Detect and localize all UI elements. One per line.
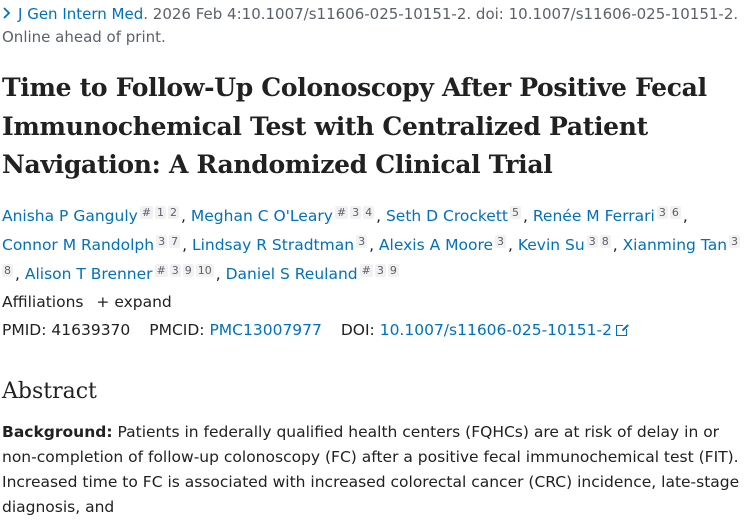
author-link[interactable]: Xianming Tan bbox=[622, 236, 728, 254]
author-link[interactable]: Connor M Randolph bbox=[2, 236, 155, 254]
affiliation-ref[interactable]: 5 bbox=[510, 206, 521, 219]
author-separator: , bbox=[369, 236, 379, 254]
affiliation-ref[interactable]: 3 bbox=[656, 206, 668, 219]
affiliation-ref[interactable]: 3 bbox=[156, 235, 168, 248]
identifiers: PMID: 41639370 PMCID: PMC13007977 DOI: 1… bbox=[2, 319, 629, 341]
affiliations-label: Affiliations bbox=[2, 293, 84, 311]
doi-label: DOI: bbox=[340, 321, 375, 339]
affiliation-ref[interactable]: 4 bbox=[363, 206, 375, 219]
author-affiliation-refs[interactable]: #1 2 bbox=[139, 206, 181, 219]
affiliation-ref[interactable]: 2 bbox=[168, 206, 180, 219]
affiliation-ref[interactable]: 9 bbox=[182, 264, 194, 277]
author-separator: , bbox=[523, 207, 533, 225]
affiliations: Affiliations + expand bbox=[2, 291, 172, 313]
affiliation-ref[interactable]: # bbox=[154, 264, 168, 277]
journal-link[interactable]: J Gen Intern Med bbox=[18, 5, 144, 23]
background-text: Patients in federally qualified health c… bbox=[2, 423, 740, 516]
author-affiliation-refs[interactable]: #3 9 10 bbox=[154, 264, 216, 277]
abstract-body: Background: Patients in federally qualif… bbox=[2, 420, 744, 520]
author-link[interactable]: Alexis A Moore bbox=[378, 236, 494, 254]
author-affiliation-refs[interactable]: 3 bbox=[356, 235, 369, 248]
author-separator: , bbox=[508, 236, 518, 254]
affiliation-ref[interactable]: 3 bbox=[169, 264, 181, 277]
affiliation-ref[interactable]: 3 bbox=[495, 235, 507, 248]
affiliation-ref[interactable]: # bbox=[139, 206, 154, 219]
author-separator: , bbox=[181, 207, 191, 225]
chevron-right-icon[interactable] bbox=[2, 3, 13, 26]
expand-affiliations-button[interactable]: + expand bbox=[96, 293, 172, 311]
pmcid-label: PMCID: bbox=[149, 321, 205, 339]
author-link[interactable]: Anisha P Ganguly bbox=[2, 207, 138, 225]
background-label: Background: bbox=[2, 423, 113, 441]
doi-link[interactable]: 10.1007/s11606-025-10151-2 bbox=[379, 321, 612, 339]
article-page: J Gen Intern Med. 2026 Feb 4:10.1007/s11… bbox=[0, 0, 750, 500]
abstract-heading: Abstract bbox=[2, 379, 97, 404]
author-affiliation-refs[interactable]: 5 bbox=[510, 206, 523, 219]
author-separator: , bbox=[215, 265, 226, 283]
citation-details: 2026 Feb 4:10.1007/s11606-025-10151-2. d… bbox=[152, 5, 739, 23]
citation: J Gen Intern Med. 2026 Feb 4:10.1007/s11… bbox=[2, 3, 739, 46]
pmid-value: 41639370 bbox=[51, 321, 131, 339]
affiliation-ref[interactable]: 3 bbox=[586, 235, 598, 248]
pmid-label: PMID: bbox=[2, 321, 47, 339]
affiliation-ref[interactable]: 3 bbox=[729, 235, 741, 248]
author-link[interactable]: Daniel S Reuland bbox=[225, 265, 358, 283]
author-affiliation-refs[interactable]: 3 bbox=[495, 235, 508, 248]
author-affiliation-refs[interactable]: #3 4 bbox=[334, 206, 376, 219]
affiliation-ref[interactable]: 6 bbox=[669, 206, 681, 219]
author-link[interactable]: Meghan C O'Leary bbox=[190, 207, 333, 225]
pmcid-link[interactable]: PMC13007977 bbox=[209, 321, 322, 339]
author-link[interactable]: Renée M Ferrari bbox=[532, 207, 655, 225]
author-affiliation-refs[interactable]: #3 9 bbox=[359, 264, 401, 277]
affiliation-ref[interactable]: 7 bbox=[169, 235, 181, 248]
author-affiliation-refs[interactable]: 38 bbox=[2, 235, 742, 277]
affiliation-ref[interactable]: 3 bbox=[350, 206, 362, 219]
author-link[interactable]: Alison T Brenner bbox=[24, 265, 153, 283]
author-link[interactable]: Lindsay R Stradtman bbox=[191, 236, 355, 254]
affiliation-ref[interactable]: 8 bbox=[2, 264, 13, 277]
external-link-icon bbox=[615, 323, 629, 336]
affiliation-ref[interactable]: 1 bbox=[155, 206, 167, 219]
author-separator: , bbox=[376, 207, 386, 225]
citation-status: Online ahead of print. bbox=[2, 28, 166, 46]
author-separator: , bbox=[682, 207, 688, 225]
affiliation-ref[interactable]: 3 bbox=[374, 264, 386, 277]
affiliation-ref[interactable]: # bbox=[334, 206, 349, 219]
author-separator: , bbox=[15, 265, 25, 283]
author-separator: , bbox=[612, 236, 623, 254]
affiliation-ref[interactable]: 3 bbox=[356, 235, 368, 248]
affiliation-ref[interactable]: 9 bbox=[387, 264, 399, 277]
author-link[interactable]: Seth D Crockett bbox=[385, 207, 508, 225]
article-title: Time to Follow-Up Colonoscopy After Posi… bbox=[2, 73, 707, 179]
author-list: Anisha P Ganguly #1 2, Meghan C O'Leary #3 4… bbox=[2, 200, 747, 287]
author-separator: , bbox=[182, 236, 192, 254]
author-link[interactable]: Kevin Su bbox=[517, 236, 585, 254]
affiliation-ref[interactable]: 8 bbox=[599, 235, 611, 248]
affiliation-ref[interactable]: # bbox=[359, 264, 373, 277]
affiliation-ref[interactable]: 10 bbox=[195, 264, 214, 277]
